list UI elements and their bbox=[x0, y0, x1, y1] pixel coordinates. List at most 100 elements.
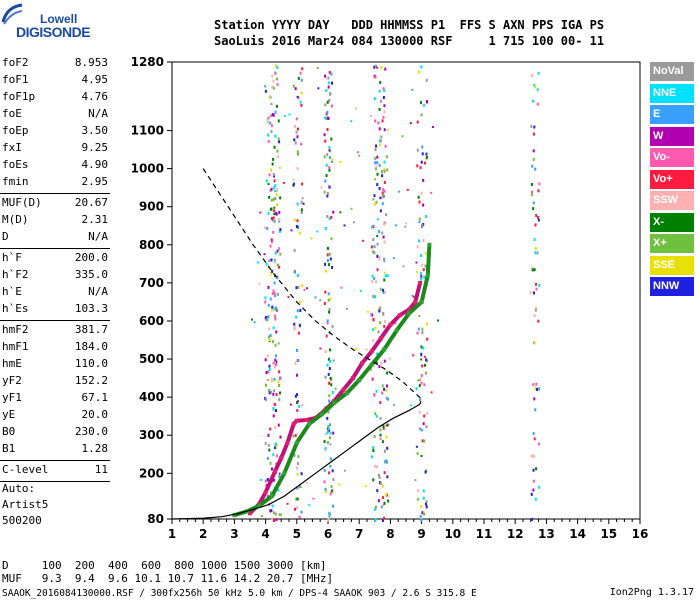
noise-dot bbox=[379, 416, 382, 420]
param-value: 110.0 bbox=[74, 357, 108, 370]
noise-dot bbox=[298, 323, 301, 327]
noise-dot bbox=[277, 119, 280, 123]
noise-dot bbox=[409, 122, 412, 125]
x-tick-label: 1 bbox=[168, 527, 176, 541]
noise-dot bbox=[325, 88, 328, 92]
noise-dot bbox=[375, 200, 378, 204]
profile-dashed-line bbox=[202, 168, 423, 405]
noise-dot bbox=[328, 166, 331, 170]
noise-dot bbox=[370, 312, 373, 316]
param-row: h`E N/A bbox=[2, 285, 108, 302]
noise-dot bbox=[536, 88, 539, 92]
param-value: 335.0 bbox=[74, 268, 108, 281]
noise-dot bbox=[269, 168, 272, 172]
noise-dot bbox=[425, 78, 428, 82]
noise-dot bbox=[295, 497, 298, 501]
noise-dot bbox=[271, 74, 274, 78]
param-row: hmE 110.0 bbox=[2, 357, 108, 374]
noise-dot bbox=[419, 271, 422, 275]
noise-dot bbox=[538, 485, 541, 489]
noise-dot bbox=[331, 469, 334, 473]
noise-dot bbox=[378, 107, 381, 111]
noise-dot bbox=[327, 518, 330, 522]
noise-dot bbox=[295, 224, 298, 228]
noise-dot bbox=[278, 472, 281, 475]
noise-dot bbox=[374, 167, 377, 171]
noise-dot bbox=[269, 297, 272, 301]
noise-dot bbox=[293, 218, 296, 222]
noise-dot bbox=[296, 486, 299, 490]
noise-dot bbox=[269, 121, 272, 125]
noise-dot bbox=[324, 375, 327, 379]
noise-dot bbox=[424, 264, 427, 268]
noise-dot bbox=[328, 145, 331, 149]
noise-dot bbox=[296, 95, 299, 98]
noise-dot bbox=[423, 103, 426, 107]
auto-code: 500200 bbox=[2, 514, 42, 527]
noise-dot bbox=[324, 490, 327, 494]
noise-dot bbox=[422, 496, 425, 500]
noise-dot bbox=[298, 300, 301, 304]
noise-dot bbox=[273, 291, 276, 295]
noise-dot bbox=[537, 319, 540, 323]
noise-dot bbox=[316, 230, 319, 233]
noise-dot bbox=[293, 326, 296, 330]
auto-label: Auto: bbox=[2, 482, 36, 495]
noise-dot bbox=[295, 286, 298, 290]
noise-dot bbox=[274, 512, 277, 516]
noise-dot bbox=[319, 299, 322, 302]
noise-dot bbox=[275, 363, 278, 367]
noise-dot bbox=[532, 291, 535, 295]
noise-dot bbox=[376, 183, 379, 187]
ordinary-trace-point bbox=[369, 349, 374, 354]
noise-dot bbox=[378, 365, 381, 369]
noise-dot bbox=[421, 439, 424, 443]
noise-dot bbox=[295, 117, 298, 121]
noise-dot bbox=[378, 163, 381, 167]
noise-dot bbox=[296, 309, 299, 313]
noise-dot bbox=[294, 361, 297, 365]
noise-dot bbox=[383, 320, 386, 324]
noise-dot bbox=[420, 518, 423, 522]
noise-dot bbox=[274, 260, 277, 264]
ordinary-trace-point bbox=[294, 418, 299, 423]
noise-dot bbox=[418, 314, 421, 317]
noise-dot bbox=[319, 347, 322, 350]
noise-dot bbox=[326, 246, 329, 250]
noise-dot bbox=[269, 189, 272, 193]
noise-dot bbox=[293, 453, 296, 457]
noise-dot bbox=[270, 491, 273, 495]
extraordinary-trace-point bbox=[269, 494, 274, 499]
noise-dot bbox=[278, 210, 281, 214]
noise-dot bbox=[373, 194, 376, 198]
noise-dot bbox=[419, 377, 422, 380]
x-tick-label: 3 bbox=[230, 527, 238, 541]
noise-dot bbox=[534, 167, 537, 171]
param-value: 381.7 bbox=[74, 323, 108, 336]
noise-dot bbox=[329, 376, 332, 380]
noise-dot bbox=[383, 278, 386, 282]
noise-dot bbox=[422, 422, 425, 426]
noise-dot bbox=[326, 192, 329, 196]
extraordinary-trace-point bbox=[419, 299, 424, 304]
noise-dot bbox=[437, 319, 440, 322]
noise-dot bbox=[417, 327, 420, 331]
header-line-2: SaoLuis 2016 Mar24 084 130000 RSF 1 715 … bbox=[214, 34, 605, 48]
noise-dot bbox=[266, 354, 269, 358]
noise-dot bbox=[297, 127, 300, 131]
x-tick-label: 9 bbox=[417, 527, 425, 541]
param-row: MUF(D) 20.67 bbox=[2, 196, 108, 213]
noise-dot bbox=[354, 348, 357, 351]
noise-dot bbox=[279, 435, 282, 439]
noise-dot bbox=[425, 500, 428, 504]
noise-dot bbox=[425, 358, 428, 362]
noise-dot bbox=[340, 286, 343, 289]
noise-dot bbox=[265, 371, 268, 375]
noise-dot bbox=[530, 454, 533, 458]
noise-dot bbox=[274, 197, 277, 201]
noise-dot bbox=[419, 427, 422, 431]
noise-dot bbox=[272, 86, 275, 90]
noise-dot bbox=[382, 87, 385, 91]
noise-dot bbox=[421, 152, 424, 156]
